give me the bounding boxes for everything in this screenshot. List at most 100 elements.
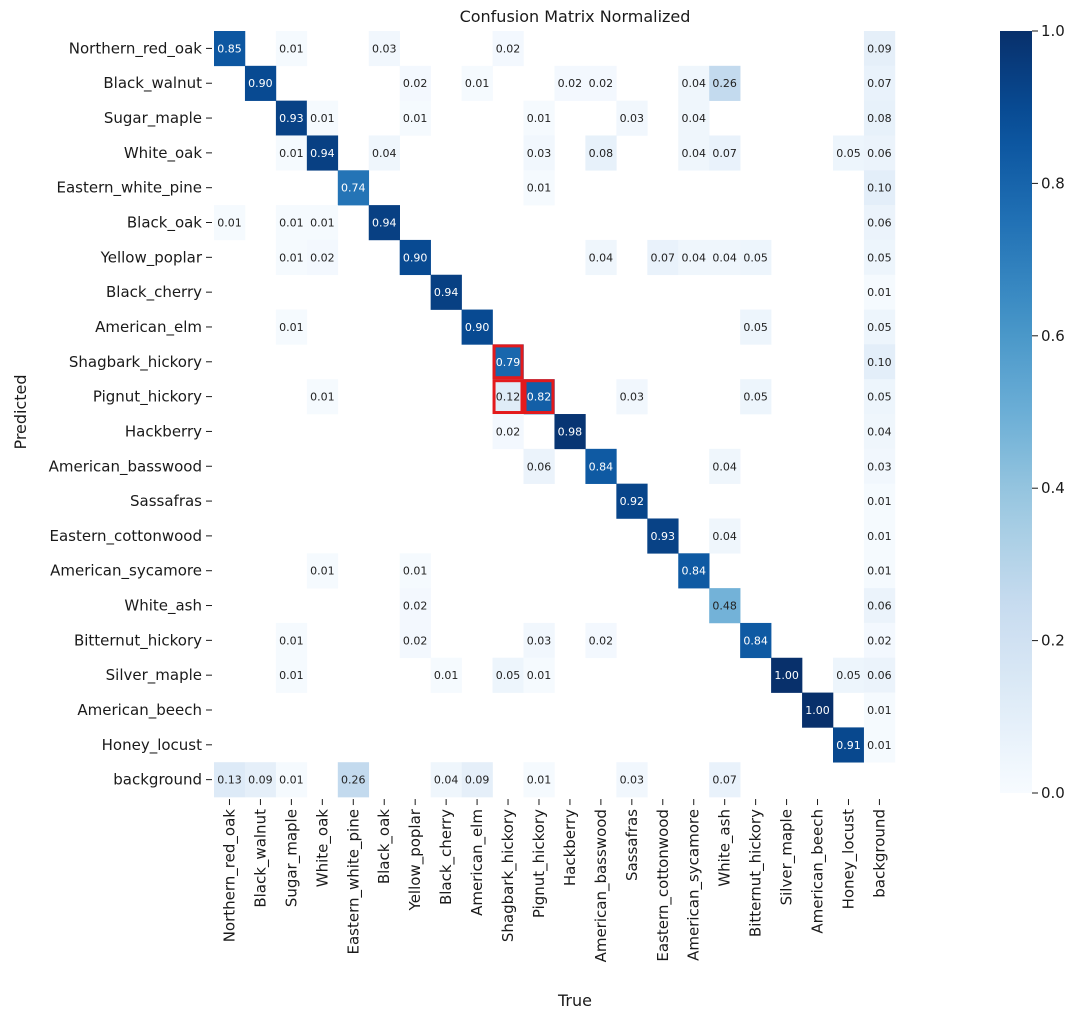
heatmap-cell [461,309,493,345]
heatmap-cell [430,762,462,798]
cell-value-label: 0.01 [310,391,335,404]
column-label: Black_oak [375,809,394,884]
heatmap-cell [863,727,896,763]
highlight-box [523,379,555,415]
cell-value-label: 0.09 [465,774,490,787]
heatmap-cell [523,379,555,415]
cell-value-label: 0.05 [743,391,768,404]
heatmap-cell [585,239,617,276]
heatmap-cell [863,274,896,310]
cell-value-label: 0.90 [465,321,490,334]
heatmap-cell [554,414,586,450]
cell-value-label: 0.26 [341,774,366,787]
cell-value-label: 0.01 [867,704,892,717]
cell-value-label: 0.12 [496,391,521,404]
heatmap-cell [709,448,741,484]
row-label: Bitternut_hickory [74,631,202,650]
heatmap-cell [399,588,431,624]
heatmap-cell [523,170,555,206]
cell-value-label: 0.94 [434,286,459,299]
cell-value-label: 0.04 [372,147,397,160]
heatmap-cell [275,309,308,345]
heatmap-cell [678,135,710,171]
heatmap-cell [863,483,896,519]
heatmap-cell [275,622,308,659]
row-label: Yellow_poplar [100,248,203,267]
cell-value-label: 0.01 [310,217,335,230]
cell-value-label: 0.98 [558,425,583,438]
heatmap-cell [430,274,462,310]
y-axis-label: Predicted [11,374,30,449]
heatmap-cell [244,65,277,101]
heatmap-cell [863,657,896,693]
heatmap-cell [863,31,896,67]
heatmap-cell [214,762,246,798]
cell-value-label: 0.05 [836,669,861,682]
row-label: Shagbark_hickory [69,353,202,372]
cell-value-label: 0.84 [743,634,768,647]
heatmap-cell [368,205,400,241]
heatmap-cell [863,379,896,415]
cell-value-label: 0.94 [310,147,335,160]
column-label: Yellow_poplar [406,808,425,911]
column-label: American_basswood [592,809,611,962]
heatmap-cell [863,309,896,345]
heatmap-cell [678,100,710,136]
cell-value-label: 0.04 [589,251,614,264]
cell-value-label: 0.07 [712,147,737,160]
heatmap-cell [863,588,896,624]
cell-value-label: 0.06 [867,669,892,682]
heatmap-cell [523,762,555,798]
cell-value-label: 0.03 [620,774,645,787]
heatmap-cell [306,239,339,276]
heatmap-cell [863,448,896,484]
column-label: Eastern_cottonwood [654,809,673,962]
cell-value-label: 0.01 [279,251,304,264]
cell-value-label: 0.01 [465,77,490,90]
row-label: American_sycamore [50,562,202,581]
cell-value-label: 0.03 [527,147,552,160]
cell-value-label: 0.04 [867,425,892,438]
cell-value-label: 0.90 [403,251,428,264]
cell-value-label: 0.01 [310,565,335,578]
cell-value-label: 0.01 [279,217,304,230]
cell-value-label: 0.07 [867,77,892,90]
heatmap-cell [616,100,648,136]
heatmap-cell [306,100,339,136]
heatmap-cell [275,762,308,798]
cell-value-label: 0.02 [558,77,583,90]
heatmap-cell [214,205,246,241]
cell-value-label: 0.05 [496,669,521,682]
column-label: Honey_locust [839,809,858,909]
colorbar-gradient [1000,31,1032,793]
highlight-box [492,379,524,415]
heatmap-cell [585,622,617,659]
heatmap-cell [863,553,896,589]
cell-value-label: 0.13 [217,774,242,787]
row-label: Black_oak [127,214,202,233]
heatmap-cell [678,239,710,276]
heatmap-cell [275,657,308,693]
cell-value-label: 0.01 [867,530,892,543]
heatmap-cell [306,135,339,171]
heatmap-cell [863,414,896,450]
column-label: Black_walnut [251,809,270,908]
cell-value-label: 0.05 [836,147,861,160]
cell-value-label: 0.06 [867,147,892,160]
cell-value-label: 0.01 [403,112,428,125]
heatmap-cell [492,414,524,450]
cell-value-label: 0.04 [681,77,706,90]
cell-values: 0.85 0.01 0.03 0.02 0.09 0.90 0.02 0.01 0.02 0.02… [217,42,891,786]
heatmap-cell [399,553,431,589]
column-label: Black_cherry [437,809,456,905]
cell-value-label: 0.02 [589,634,614,647]
row-label: White_oak [124,144,202,163]
column-label: Silver_maple [778,809,797,905]
heatmap-cell [214,31,246,67]
cell-value-label: 0.04 [681,251,706,264]
highlight-box [492,344,524,380]
cell-value-label: 0.01 [279,774,304,787]
row-label: Eastern_cottonwood [49,527,202,546]
cell-value-label: 0.02 [496,425,521,438]
cell-value-label: 0.05 [743,251,768,264]
